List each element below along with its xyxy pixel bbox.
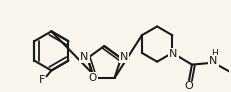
Text: F: F (39, 75, 46, 85)
Text: N: N (80, 52, 89, 62)
Text: O: O (185, 81, 193, 91)
Text: H: H (211, 49, 218, 58)
Text: N: N (169, 49, 178, 59)
Text: O: O (89, 73, 97, 83)
Text: N: N (120, 52, 128, 62)
Text: N: N (209, 56, 218, 66)
